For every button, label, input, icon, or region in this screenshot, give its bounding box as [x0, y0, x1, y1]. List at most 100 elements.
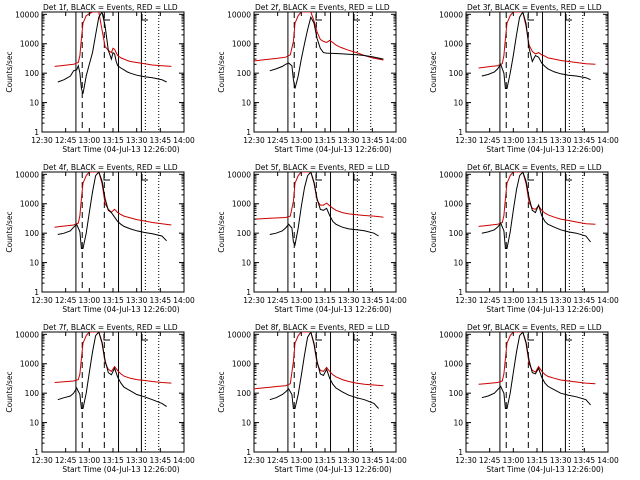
x-tick-label: 13:45: [150, 456, 172, 465]
y-tick-label: 1: [34, 448, 39, 457]
y-tick-label: 100: [237, 69, 252, 78]
reference-lines: [499, 332, 584, 452]
x-tick-label: 12:30: [455, 296, 477, 305]
x-axis-label: Start Time (04-Jul-13 12:26:00): [62, 305, 179, 314]
y-axis-label: Counts/sec: [5, 51, 14, 92]
bracket-mark: [353, 334, 360, 341]
y-tick-label: 10: [29, 259, 39, 268]
x-tick-label: 13:00: [291, 456, 313, 465]
y-tick-label: 10000: [439, 330, 463, 339]
x-tick-label: 14:00: [173, 456, 195, 465]
x-tick-label: 14:00: [385, 456, 407, 465]
y-tick-label: 1: [34, 128, 39, 137]
x-tick-label: 12:45: [55, 136, 77, 145]
y-tick-label: 100: [25, 229, 40, 238]
detector-panel-4: 12:30 12:45 13:00 13:15 13:30 13:45 14:00 1 10 10…: [5, 163, 195, 314]
x-tick-label: 12:45: [479, 456, 501, 465]
bracket-mark: [565, 14, 572, 21]
y-tick-label: 100: [449, 229, 464, 238]
y-tick-label: 10000: [439, 10, 463, 19]
series-events-line: [269, 172, 379, 247]
x-tick-label: 12:45: [479, 136, 501, 145]
x-axis-label: Start Time (04-Jul-13 12:26:00): [274, 465, 391, 474]
x-tick-label: 13:30: [550, 296, 572, 305]
reference-lines: [499, 12, 584, 132]
bracket-mark: [565, 174, 572, 181]
y-axis-label: Counts/sec: [5, 211, 14, 252]
panel-title: Det 2f, BLACK = Events, RED = LLD: [255, 3, 390, 12]
x-tick-label: 14:00: [173, 296, 195, 305]
detector-panel-1: 12:30 12:45 13:00 13:15 13:30 13:45 14:00 1 10 10…: [5, 3, 195, 154]
x-tick-label: 13:00: [79, 136, 101, 145]
y-tick-label: 1000: [232, 40, 251, 49]
detector-panel-9: 12:30 12:45 13:00 13:15 13:30 13:45 14:00 1 10 10…: [429, 323, 619, 474]
panel-title: Det 1f, BLACK = Events, RED = LLD: [43, 3, 178, 12]
x-tick-label: 13:00: [291, 296, 313, 305]
detector-panel-2: 12:30 12:45 13:00 13:15 13:30 13:45 14:00 1 10 10…: [217, 3, 407, 154]
x-axis-label: Start Time (04-Jul-13 12:26:00): [486, 145, 603, 154]
x-tick-label: 13:45: [362, 136, 384, 145]
y-tick-label: 1: [246, 128, 251, 137]
x-tick-label: 12:30: [31, 456, 53, 465]
bracket-mark: [141, 14, 148, 21]
x-tick-label: 13:30: [126, 136, 148, 145]
panel-title: Det 3f, BLACK = Events, RED = LLD: [467, 3, 602, 12]
y-axis-label: Counts/sec: [217, 211, 226, 252]
x-tick-label: 13:00: [503, 296, 525, 305]
panel-title: Det 6f, BLACK = Events, RED = LLD: [467, 163, 602, 172]
panel-title: Det 7f, BLACK = Events, RED = LLD: [43, 323, 178, 332]
y-axis-label: Counts/sec: [217, 371, 226, 412]
detector-panel-6: 12:30 12:45 13:00 13:15 13:30 13:45 14:00 1 10 10…: [429, 163, 619, 314]
panel-title: Det 5f, BLACK = Events, RED = LLD: [255, 163, 390, 172]
y-tick-label: 1000: [444, 200, 463, 209]
x-tick-label: 14:00: [173, 136, 195, 145]
x-tick-label: 13:15: [314, 136, 336, 145]
y-tick-label: 10000: [227, 170, 251, 179]
x-tick-label: 14:00: [597, 296, 619, 305]
x-tick-label: 14:00: [597, 136, 619, 145]
y-axis-label: Counts/sec: [429, 51, 438, 92]
y-tick-label: 10: [241, 99, 251, 108]
detector-panel-3: 12:30 12:45 13:00 13:15 13:30 13:45 14:00 1 10 10…: [429, 3, 619, 154]
y-tick-label: 1000: [444, 360, 463, 369]
bracket-mark: [315, 174, 322, 181]
bracket-mark: [527, 174, 534, 181]
detector-panel-7: 12:30 12:45 13:00 13:15 13:30 13:45 14:00 1 10 10…: [5, 323, 195, 474]
series-events-line: [481, 172, 591, 249]
x-tick-label: 12:30: [31, 296, 53, 305]
x-tick-label: 12:45: [55, 456, 77, 465]
y-axis-label: Counts/sec: [429, 211, 438, 252]
series-events-line: [57, 332, 167, 409]
x-axis-label: Start Time (04-Jul-13 12:26:00): [274, 305, 391, 314]
y-tick-label: 1000: [232, 200, 251, 209]
y-tick-label: 100: [449, 69, 464, 78]
x-tick-label: 13:30: [338, 136, 360, 145]
y-tick-label: 1000: [20, 40, 39, 49]
x-tick-label: 13:30: [550, 136, 572, 145]
x-tick-label: 13:30: [126, 456, 148, 465]
x-tick-label: 13:30: [550, 456, 572, 465]
y-tick-label: 10000: [15, 170, 39, 179]
x-tick-label: 12:45: [55, 296, 77, 305]
x-tick-label: 12:30: [455, 456, 477, 465]
y-tick-label: 1: [458, 288, 463, 297]
bracket-mark: [353, 174, 360, 181]
y-tick-label: 10: [241, 419, 251, 428]
y-tick-label: 10: [241, 259, 251, 268]
detector-panel-8: 12:30 12:45 13:00 13:15 13:30 13:45 14:00 1 10 10…: [217, 323, 407, 474]
y-tick-label: 1: [458, 128, 463, 137]
series-lld-line: [54, 12, 172, 67]
x-tick-label: 13:30: [126, 296, 148, 305]
y-tick-label: 10: [29, 99, 39, 108]
y-tick-label: 10000: [15, 10, 39, 19]
x-tick-label: 13:30: [338, 296, 360, 305]
bracket-mark: [315, 14, 322, 21]
y-axis-label: Counts/sec: [429, 371, 438, 412]
y-tick-label: 10000: [15, 330, 39, 339]
y-axis-label: Counts/sec: [217, 51, 226, 92]
x-tick-label: 13:45: [574, 136, 596, 145]
bracket-mark: [353, 14, 360, 21]
x-tick-label: 12:30: [243, 136, 265, 145]
